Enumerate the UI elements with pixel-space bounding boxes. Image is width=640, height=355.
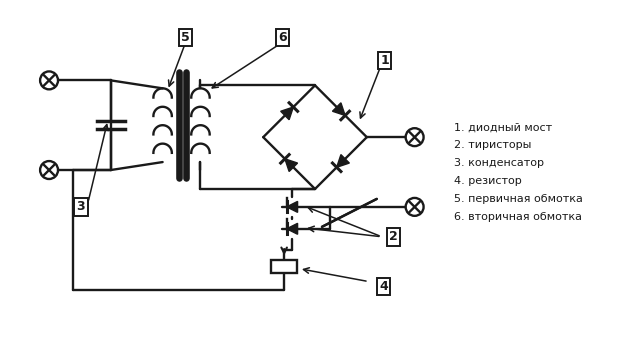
Text: 6: 6 xyxy=(278,31,287,44)
Bar xyxy=(271,260,297,273)
Text: 3. конденсатор: 3. конденсатор xyxy=(454,158,545,168)
Polygon shape xyxy=(285,159,298,171)
Polygon shape xyxy=(281,107,293,120)
Text: 4: 4 xyxy=(380,280,388,293)
Text: 1: 1 xyxy=(380,54,389,67)
Text: 5. первичная обмотка: 5. первичная обмотка xyxy=(454,194,583,204)
Text: 2. тиристоры: 2. тиристоры xyxy=(454,140,532,150)
Text: 1. диодный мост: 1. диодный мост xyxy=(454,122,552,132)
Polygon shape xyxy=(287,201,298,212)
Polygon shape xyxy=(337,155,349,167)
Polygon shape xyxy=(287,223,298,234)
Text: 4. резистор: 4. резистор xyxy=(454,176,522,186)
Polygon shape xyxy=(332,103,345,115)
Text: 2: 2 xyxy=(389,230,398,243)
Text: 3: 3 xyxy=(77,200,85,213)
Text: 6. вторичная обмотка: 6. вторичная обмотка xyxy=(454,212,582,222)
Text: 5: 5 xyxy=(181,31,190,44)
